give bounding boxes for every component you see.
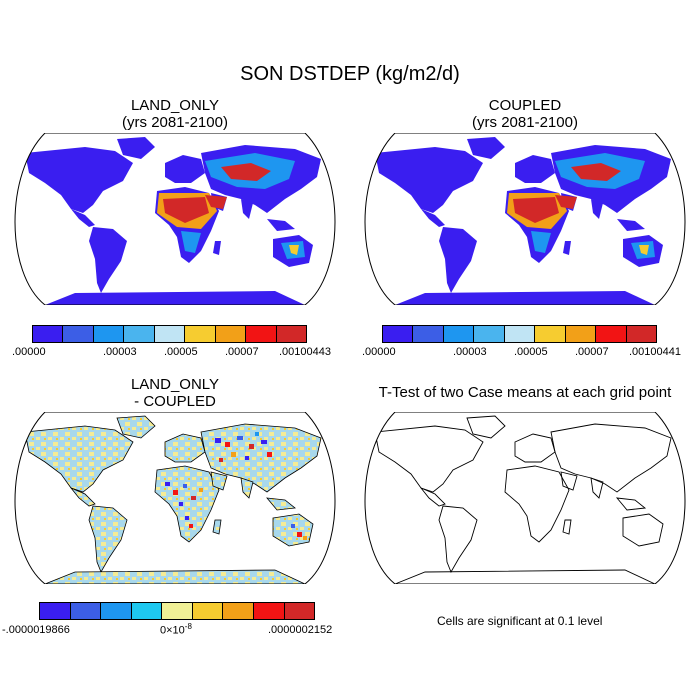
south-africa-dust [531,231,551,253]
asia-dust-high [221,163,271,181]
diff-cb-swatch-0 [40,603,71,619]
asia-difference-noise [215,432,272,462]
land-only-cb-swatch-7 [246,326,277,342]
map-outline [14,412,336,584]
coupled-cb-label-0: .00000 [362,346,396,358]
diff-cb-swatch-8 [284,603,315,619]
difference-map [14,412,336,584]
coupled-cb-swatch-0 [383,326,414,342]
coupled-panel-title: COUPLED (yrs 2081-2100) [425,97,625,131]
australia-difference-noise [291,524,307,540]
australia-dust-high [639,245,649,255]
coupled-title-line1: COUPLED [488,97,562,114]
coupled-cb-label-2: .00005 [514,346,548,358]
coupled-cb-swatch-5 [535,326,566,342]
difference-colorbar [39,602,315,620]
land-only-cb-swatch-3 [124,326,155,342]
diff-cb-swatch-5 [192,603,224,619]
land-only-cb-label-end: .00100443 [279,346,331,358]
diff-cb-swatch-7 [253,603,285,619]
ttest-map [364,412,686,584]
south-africa-dust [181,231,201,253]
coupled-map [364,133,686,305]
sahara-dust-high [513,197,559,223]
coupled-cb-label-3: .00007 [575,346,609,358]
ttest-panel-title: T-Test of two Case means at each grid po… [378,384,672,401]
land-only-title-line2: (yrs 2081-2100) [122,114,228,131]
sahara-dust-high [163,197,209,223]
map-outline [14,133,336,305]
diff-panel-title: LAND_ONLY - COUPLED [75,376,275,410]
diff-cb-label-max: .0000002152 [268,624,333,636]
land-only-cb-swatch-6 [215,326,247,342]
land-only-cb-swatch-0 [33,326,64,342]
coupled-cb-swatch-6 [565,326,597,342]
coupled-cb-swatch-1 [413,326,444,342]
africa-difference-noise [165,482,203,528]
ocean-background [365,412,685,584]
land-only-cb-swatch-8 [276,326,306,342]
coupled-title-line2: (yrs 2081-2100) [472,114,578,131]
diff-cb-label-mid: 0×10-8 [160,622,192,637]
coupled-cb-swatch-4 [504,326,536,342]
land-only-cb-label-1: .00003 [103,346,137,358]
australia-dust-high [289,245,299,255]
coupled-cb-swatch-8 [626,326,656,342]
diff-title-line2: - COUPLED [134,393,216,410]
land-only-cb-swatch-2 [93,326,125,342]
land-only-cb-label-3: .00007 [225,346,259,358]
coupled-cb-swatch-3 [474,326,505,342]
land-only-map [14,133,336,305]
land-only-cb-swatch-5 [185,326,216,342]
land-only-cb-swatch-1 [63,326,94,342]
diff-cb-swatch-2 [101,603,132,619]
diff-cb-label-min: -.0000019866 [2,624,70,636]
figure-title: SON DSTDEP (kg/m2/d) [240,63,460,85]
diff-cb-swatch-1 [70,603,102,619]
land-only-cb-label-2: .00005 [164,346,198,358]
diff-cb-swatch-6 [223,603,254,619]
land-only-title-line1: LAND_ONLY [130,97,220,114]
land-only-cb-label-0: .00000 [12,346,46,358]
coupled-cb-swatch-2 [443,326,475,342]
map-outline [364,133,686,305]
map-outline [364,412,686,584]
arabia-dust-high [555,195,577,209]
asia-dust-high [571,163,621,181]
coupled-cb-swatch-7 [596,326,627,342]
land-only-cb-swatch-4 [154,326,186,342]
diff-cb-swatch-4 [162,603,193,619]
coupled-colorbar [382,325,657,343]
coupled-cb-label-1: .00003 [453,346,487,358]
diff-title-line1: LAND_ONLY [130,376,220,393]
diff-cb-swatch-3 [131,603,163,619]
land-only-panel-title: LAND_ONLY (yrs 2081-2100) [75,97,275,131]
land-only-colorbar [32,325,307,343]
significance-note: Cells are significant at 0.1 level [437,614,603,628]
arabia-dust-high [205,195,227,209]
coupled-cb-label-end: .00100441 [629,346,681,358]
